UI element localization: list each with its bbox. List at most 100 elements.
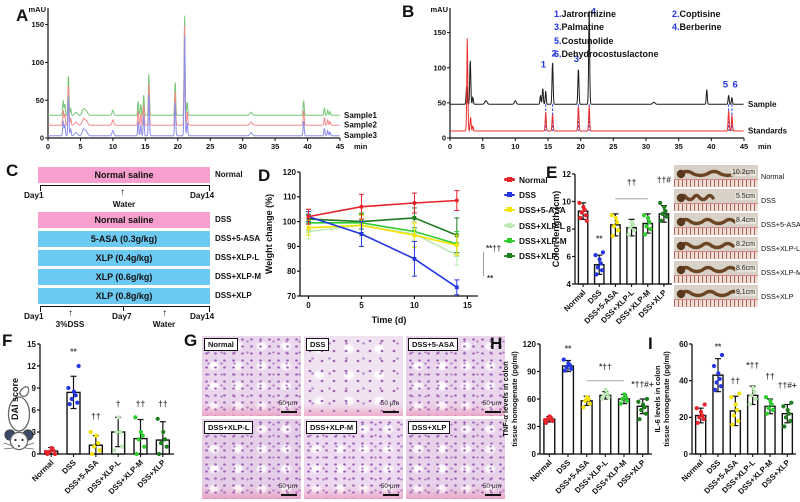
histology-label: DSS [306, 338, 330, 351]
svg-text:††: †† [765, 371, 775, 381]
panel-label-i: I [648, 334, 653, 353]
svg-text:2: 2 [552, 48, 557, 59]
group-label: DSS [215, 215, 232, 224]
panel-label-d: D [258, 166, 271, 185]
compound-legend-row: 1.Jatrorrhizine 2.Coptisine [554, 6, 800, 19]
legend-item: Normal [504, 172, 600, 187]
ruler [674, 203, 758, 211]
compound-legend-row: 6.Dehydrocostuslactone [554, 46, 800, 59]
svg-text:100: 100 [31, 58, 44, 67]
svg-text:5: 5 [78, 142, 82, 151]
scale-bar: 50 μm [483, 392, 501, 413]
svg-text:0: 0 [684, 450, 689, 459]
svg-text:35: 35 [674, 142, 682, 151]
il6-chart: 0 20 40 60 IL-6 levels in colon tissue homoge… [653, 340, 797, 496]
day-label: Day1 [24, 191, 44, 200]
colon-group-label: DSS+XLP-L [761, 244, 800, 253]
panel-label-e: E [546, 163, 558, 182]
svg-text:10: 10 [511, 142, 519, 151]
svg-text:90: 90 [287, 242, 296, 251]
group-label: DSS+XLP [215, 291, 252, 300]
arrow-label: Water [112, 200, 136, 209]
colon-group-label: DSS+5-ASA [761, 220, 800, 229]
svg-text:Sample2: Sample2 [344, 121, 377, 130]
panel-label-a: A [16, 6, 29, 25]
svg-text:60: 60 [527, 395, 536, 404]
svg-text:110: 110 [283, 193, 296, 202]
day-label: Day14 [190, 312, 215, 321]
day-label: Day14 [190, 191, 215, 200]
svg-text:TNF-α levels in colon: TNF-α levels in colon [501, 361, 510, 437]
svg-text:45: 45 [336, 142, 344, 151]
svg-text:0: 0 [448, 142, 452, 151]
legend-marker [504, 222, 515, 228]
svg-text:12: 12 [27, 362, 36, 371]
svg-text:20: 20 [679, 413, 688, 422]
svg-text:††: †† [91, 411, 101, 421]
timeline-bracket [40, 185, 210, 191]
mouse-icon [3, 386, 35, 451]
colon-shape [676, 241, 735, 251]
ruler [674, 227, 758, 235]
svg-text:6: 6 [733, 79, 738, 90]
svg-text:††#+: ††#+ [778, 380, 797, 390]
svg-text:Time (d): Time (d) [372, 315, 407, 325]
svg-text:††: †† [158, 398, 168, 408]
histology-label: DSS+5-ASA [408, 338, 459, 351]
legend-item: DSS+5-ASA [504, 203, 600, 218]
ruler [674, 251, 758, 259]
group-label: DSS+XLP-L [215, 253, 260, 262]
scale-bar: 50 μm [483, 475, 501, 496]
scale-bar: 50 μm [381, 392, 399, 413]
svg-text:3: 3 [32, 428, 37, 437]
weight-chart-legend: Normal DSS DSS+5-ASA DSS+XLP-L DSS+XLP-M DSS+… [504, 172, 600, 264]
colon-length-value: 10.2cm [731, 169, 756, 176]
tnf-chart: 0 30 60 90 120 TNF-α levels in colon tissue ho… [501, 340, 654, 496]
arrow-label: Water [152, 320, 176, 329]
weight-change-chart: 70 80 90 100 110 120 0 5 10 15 Time (d) Weight chan… [264, 168, 478, 325]
arrow-label: 3%DSS [55, 320, 85, 329]
svg-text:Weight change (%): Weight change (%) [264, 194, 274, 274]
svg-text:Sample: Sample [748, 100, 777, 109]
svg-text:30: 30 [642, 142, 650, 151]
colon-shape [676, 193, 715, 203]
legend-item: DSS+XLP-L [504, 218, 600, 233]
colon-photo-row: 9.1cm DSS+XLP [674, 285, 800, 309]
svg-text:50: 50 [36, 96, 44, 105]
svg-text:60: 60 [679, 340, 688, 349]
svg-text:**: ** [715, 342, 722, 352]
treatment-bar: Normal saline [38, 212, 210, 228]
scale-bar: 50 μm [279, 392, 297, 413]
day-label: Day7 [112, 312, 132, 321]
svg-text:5: 5 [481, 142, 485, 151]
compound-entry: 3.Palmatine [554, 22, 605, 33]
compound-entry: 4.Berberine [672, 22, 722, 33]
svg-text:120: 120 [523, 340, 537, 349]
svg-text:20: 20 [174, 142, 182, 151]
svg-text:Standards: Standards [748, 126, 788, 135]
panel-label-g: G [184, 331, 198, 350]
svg-text:tissue homogenate (pg/ml): tissue homogenate (pg/ml) [510, 351, 519, 447]
svg-text:6: 6 [32, 406, 37, 415]
colon-photos: 10.2cm Normal 5.5cm DSS 8.4cm DSS+5-ASA 8.2cm D… [674, 165, 800, 309]
histology-label: DSS+XLP-L [204, 421, 254, 434]
ruler [674, 179, 758, 187]
svg-text:0: 0 [46, 142, 50, 151]
group-label: DSS+5-ASA [215, 234, 261, 243]
svg-text:Normal: Normal [562, 288, 587, 313]
colon-length-value: 5.5cm [734, 193, 756, 200]
colon-photo: 8.2cm [674, 237, 758, 259]
treatment-bar: XLP (0.6g/kg) [38, 269, 210, 285]
histology-image: Normal 50 μm [202, 336, 301, 416]
histology-image: DSS+XLP-L 50 μm [202, 419, 301, 499]
svg-text:1: 1 [541, 60, 547, 71]
colon-group-label: Normal [761, 172, 785, 181]
up-arrow-icon: ↑ [68, 308, 73, 319]
svg-text:8: 8 [567, 225, 572, 234]
colon-photo: 10.2cm [674, 165, 758, 187]
svg-text:40: 40 [679, 376, 688, 385]
histology-label: DSS+XLP [408, 421, 451, 434]
